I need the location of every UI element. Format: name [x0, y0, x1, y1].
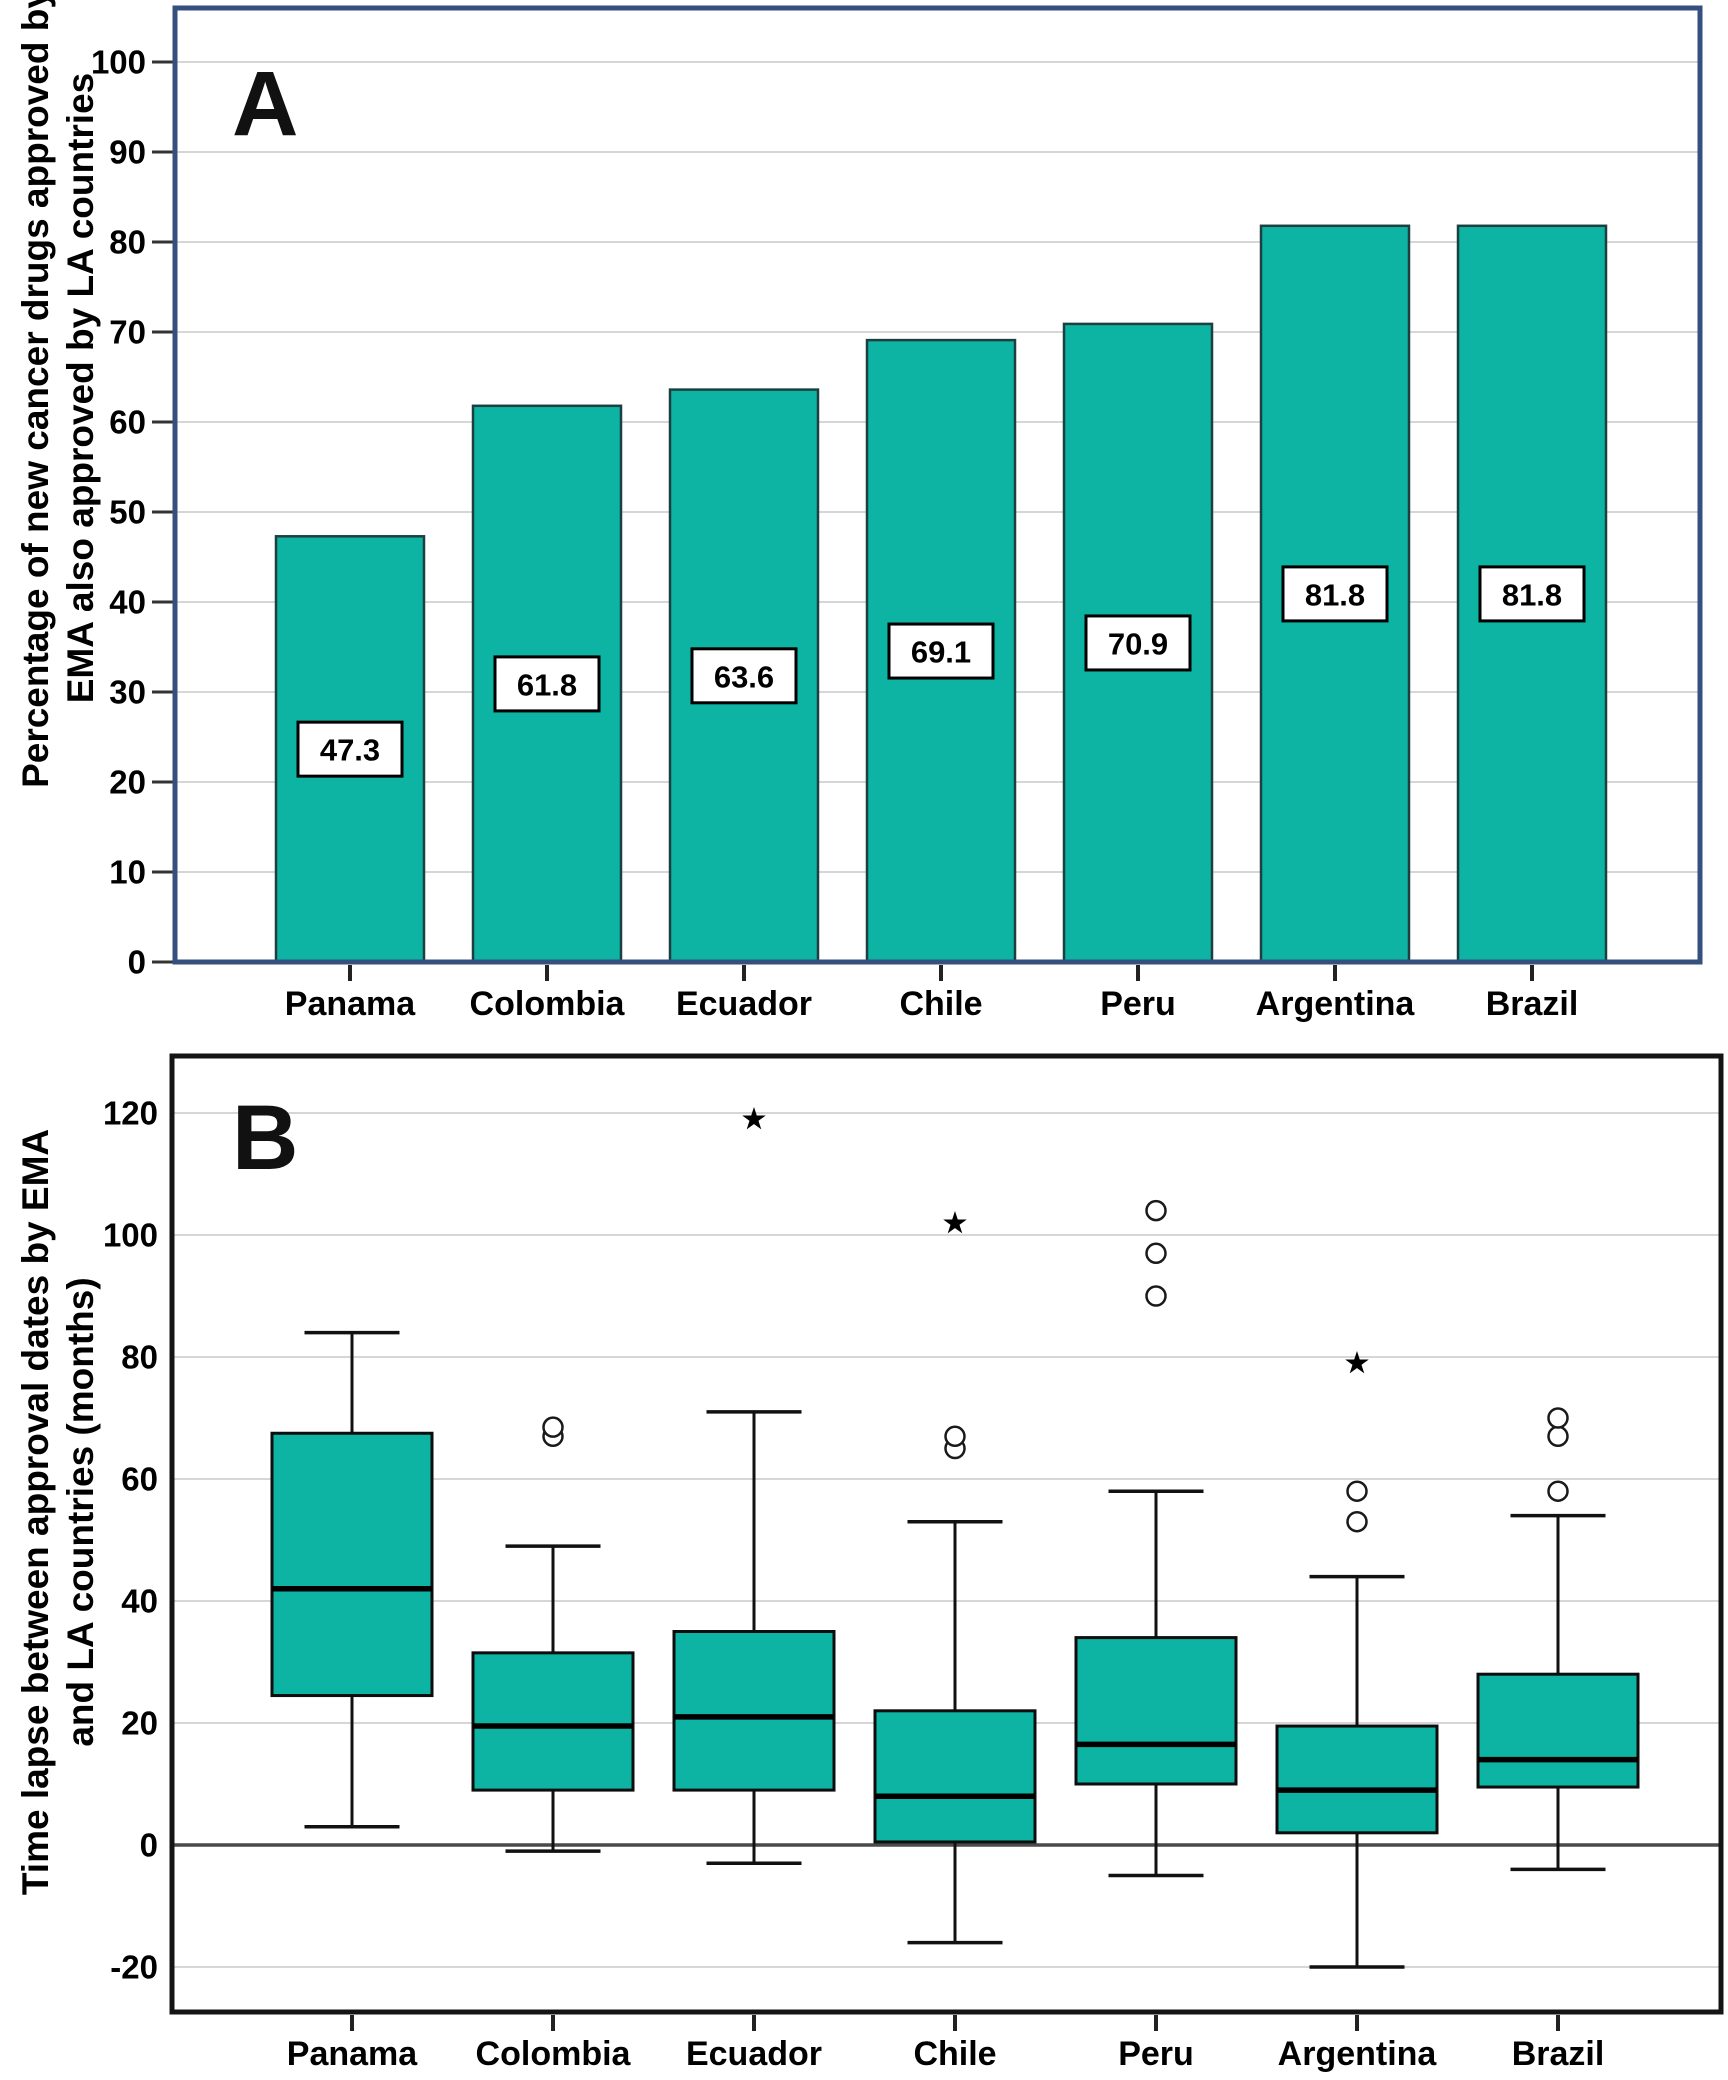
y-tick-label-20: 20	[121, 1705, 158, 1742]
value-label-argentina: 81.8	[1305, 577, 1365, 612]
y-tick-label-120: 120	[103, 1095, 158, 1132]
y-tick-label-40: 40	[109, 584, 146, 621]
value-label-box-panama	[296, 720, 404, 778]
value-label-panama: 47.3	[320, 733, 380, 768]
x-category-label-colombia: Colombia	[470, 985, 626, 1023]
value-label-colombia: 61.8	[517, 667, 577, 702]
panel-a-plot-border	[172, 5, 1703, 965]
panel-a-y-axis-title-line1: Percentage of new cancer drugs approved …	[15, 0, 56, 788]
outlier-circle-colombia-1	[542, 1416, 564, 1438]
outlier-circle-peru-2	[1145, 1199, 1167, 1222]
x-category-label-brazil: Brazil	[1512, 2035, 1605, 2073]
x-category-label-panama: Panama	[285, 985, 416, 1023]
value-label-box-colombia	[493, 655, 601, 713]
box-panama	[270, 1431, 434, 1698]
outlier-star-argentina-0: ★	[1345, 1348, 1369, 1378]
x-category-label-argentina: Argentina	[1278, 2035, 1438, 2073]
panel-b-y-axis-title-line1: Time lapse between approval dates by EMA	[15, 1128, 56, 1896]
x-category-label-colombia: Colombia	[476, 2035, 632, 2073]
outlier-circle-argentina-1	[1346, 1480, 1368, 1502]
y-tick-label-40: 40	[121, 1583, 158, 1620]
y-tick-label-0: 0	[140, 1827, 158, 1864]
y-tick-label-50: 50	[109, 494, 146, 531]
panel-b-label: B	[232, 1087, 299, 1189]
y-tick-label-30: 30	[109, 674, 146, 711]
panel-b-plot-border	[169, 1053, 1724, 2015]
box-peru	[1074, 1636, 1238, 1786]
x-category-label-argentina: Argentina	[1256, 985, 1416, 1023]
value-label-box-peru	[1084, 614, 1192, 672]
outlier-circle-peru-0	[1145, 1285, 1167, 1307]
box-brazil	[1476, 1672, 1640, 1789]
outlier-star-chile-0: ★	[943, 1208, 967, 1238]
y-tick-label--20: -20	[110, 1949, 158, 1986]
y-tick-label-70: 70	[109, 314, 146, 351]
y-tick-label-60: 60	[121, 1461, 158, 1498]
panel-a-y-axis-title-line2: EMA also approved by LA countries	[60, 72, 101, 704]
value-label-chile: 69.1	[911, 635, 971, 670]
y-tick-label-80: 80	[109, 224, 146, 261]
x-category-label-chile: Chile	[899, 985, 982, 1023]
y-tick-label-100: 100	[91, 44, 146, 81]
x-category-label-peru: Peru	[1100, 985, 1176, 1023]
x-category-label-brazil: Brazil	[1486, 985, 1579, 1023]
panel-a-label: A	[232, 53, 299, 155]
outlier-circle-argentina-0	[1346, 1510, 1368, 1533]
value-label-box-ecuador	[690, 647, 798, 705]
y-tick-label-90: 90	[109, 134, 146, 171]
value-label-box-chile	[887, 622, 995, 680]
box-argentina	[1275, 1724, 1439, 1835]
outlier-circle-brazil-0	[1547, 1480, 1569, 1502]
outlier-circle-brazil-1	[1547, 1425, 1569, 1448]
panel-b-y-axis-title: Time lapse between approval dates by EMA…	[13, 1129, 103, 1895]
value-label-box-argentina	[1281, 565, 1389, 623]
outlier-circle-peru-1	[1145, 1242, 1167, 1265]
y-tick-label-0: 0	[128, 944, 146, 981]
value-label-brazil: 81.8	[1502, 577, 1562, 612]
value-label-box-brazil	[1478, 565, 1586, 623]
panel-b-y-axis-title-line2: and LA countries (months)	[60, 1277, 101, 1747]
x-category-label-chile: Chile	[913, 2035, 996, 2073]
y-tick-label-100: 100	[103, 1217, 158, 1254]
value-label-ecuador: 63.6	[714, 659, 774, 694]
panel-a-bar-chart: 0 10 20 30 40 50 60 70 80 90 100 47.3 61.8 63.6 69.1 70…	[91, 5, 1703, 1023]
box-colombia	[471, 1651, 635, 1792]
box-chile	[873, 1709, 1037, 1844]
outlier-circle-brazil-2	[1547, 1407, 1569, 1429]
x-category-label-peru: Peru	[1118, 2035, 1194, 2073]
panel-b-box-plot: 120 100 80 60 40 20 0 -20 ★ ★ ★ Panama Colombia Ecuad…	[103, 1053, 1724, 2073]
outlier-circle-chile-1	[944, 1425, 966, 1448]
panel-a-y-axis-title: Percentage of new cancer drugs approved …	[13, 0, 103, 788]
x-category-label-panama: Panama	[287, 2035, 418, 2073]
outlier-star-ecuador-0: ★	[742, 1104, 766, 1134]
y-tick-label-60: 60	[109, 404, 146, 441]
y-tick-label-10: 10	[109, 854, 146, 891]
x-category-label-ecuador: Ecuador	[686, 2035, 822, 2073]
x-category-label-ecuador: Ecuador	[676, 985, 812, 1023]
y-tick-label-80: 80	[121, 1339, 158, 1376]
value-label-peru: 70.9	[1108, 626, 1168, 661]
y-tick-label-20: 20	[109, 764, 146, 801]
box-ecuador	[672, 1630, 836, 1792]
